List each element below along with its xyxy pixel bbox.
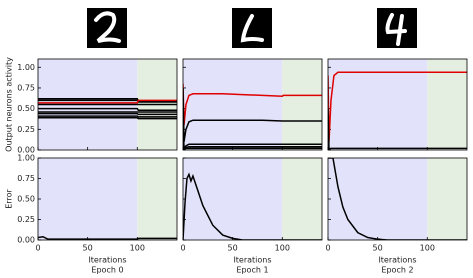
axes-frame (37, 58, 178, 151)
axes-frame (182, 58, 323, 151)
y-tick-label: 0.50 (17, 195, 35, 204)
series-line (183, 133, 322, 150)
axes-frame (182, 157, 323, 241)
x-tick-label: 50 (83, 244, 93, 253)
series-line (38, 116, 177, 120)
x-tick-label: 50 (228, 244, 238, 253)
y-tick-label: 0.75 (17, 83, 35, 92)
x-tick-label: 50 (373, 244, 383, 253)
epoch-region (282, 158, 322, 240)
panel (327, 58, 468, 151)
y-axis-label: Error (5, 189, 14, 209)
digit-image (377, 8, 417, 48)
epoch-region (328, 59, 428, 150)
y-tick-label: 0.25 (17, 215, 35, 224)
y-tick-label: 0.50 (17, 104, 35, 113)
x-tick-label: 100 (130, 244, 145, 253)
epoch-region (183, 59, 283, 150)
x-tick-label: 0 (325, 244, 330, 253)
series-line (183, 116, 322, 150)
y-axis-label: Output neurons activity (5, 57, 14, 152)
x-axis-label: Iterations (233, 256, 271, 265)
y-tick-label: 1.00 (17, 154, 35, 163)
x-tick-label: 0 (180, 244, 185, 253)
y-tick-label: 0.75 (17, 174, 35, 183)
epoch-region (38, 158, 138, 240)
series-line (38, 107, 177, 112)
epoch-region (282, 59, 322, 150)
epoch-region (183, 158, 283, 240)
epoch-region (427, 59, 467, 150)
series-line (38, 235, 177, 240)
y-tick-label: 1.00 (17, 63, 35, 72)
x-axis-label: Iterations (88, 256, 126, 265)
series-line (328, 108, 467, 150)
series-line (328, 158, 467, 240)
x-tick-label: 100 (420, 244, 435, 253)
axes-frame (327, 58, 468, 151)
series-line (328, 71, 467, 142)
series-line (38, 112, 177, 116)
x-tick-label: 0 (35, 244, 40, 253)
epoch-label: Epoch 1 (236, 266, 268, 275)
y-tick-label: 0.00 (17, 146, 35, 155)
digit-image (232, 8, 272, 48)
panel: 0.00 0.25 0.50 0.75 1.00 0 50 100 Error Iteration… (5, 154, 178, 275)
axes-frame (37, 157, 178, 241)
epoch-label: Epoch 0 (91, 266, 123, 275)
digit-image (87, 8, 127, 48)
x-tick-label: 100 (275, 244, 290, 253)
epoch-region (427, 158, 467, 240)
series-line (183, 83, 322, 126)
series-line (38, 115, 177, 118)
y-tick-label: 0.00 (17, 236, 35, 245)
series-line (183, 87, 322, 142)
series-line (38, 99, 177, 104)
panel (182, 58, 323, 151)
epoch-region (328, 158, 428, 240)
epoch-label: Epoch 2 (381, 266, 413, 275)
axes-frame (327, 157, 468, 241)
y-tick-label: 0.25 (17, 125, 35, 134)
x-axis-label: Iterations (378, 256, 416, 265)
series-line (183, 172, 322, 240)
epoch-region (137, 158, 177, 240)
